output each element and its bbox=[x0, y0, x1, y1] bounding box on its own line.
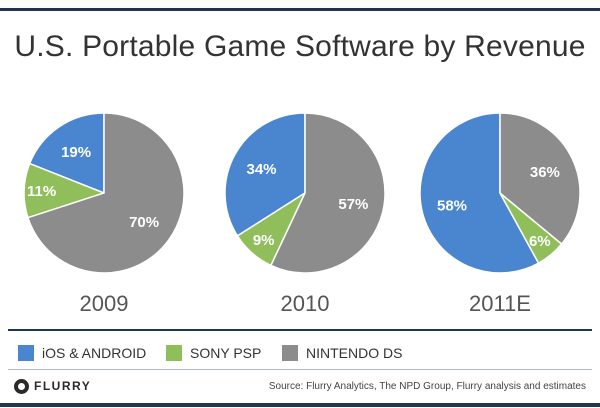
pie-charts: 19% 11% 70% 2009 34% 9% 57% 2010 58% 6% 36% 2011E bbox=[23, 112, 581, 316]
pie-value-label-2010-nintendo-ds: 57% bbox=[338, 196, 368, 213]
legend-divider bbox=[8, 329, 592, 331]
legend-item-sony-psp: SONY PSP bbox=[166, 345, 261, 361]
pie-value-label-2009-ios-android: 19% bbox=[61, 144, 91, 161]
bottom-bar bbox=[0, 403, 600, 407]
pie-slice-2011e-ios-android bbox=[419, 112, 540, 274]
legend-swatch-sony-psp bbox=[166, 345, 182, 361]
pie-value-label-2010-ios-android: 34% bbox=[246, 161, 276, 178]
source-note: Source: Flurry Analytics, The NPD Group,… bbox=[268, 381, 586, 392]
chart-title: U.S. Portable Game Software by Revenue bbox=[14, 30, 586, 63]
legend-swatch-ios-android bbox=[18, 345, 34, 361]
pie-year-label-2010: 2010 bbox=[281, 291, 330, 316]
flurry-logo-text: FLURRY bbox=[34, 379, 92, 393]
pie-year-label-2011e: 2011E bbox=[469, 291, 531, 316]
pie-value-label-2011e-nintendo-ds: 36% bbox=[530, 164, 560, 181]
flurry-logo: FLURRY bbox=[14, 378, 91, 394]
pie-year-label-2009: 2009 bbox=[80, 291, 129, 316]
pie-value-label-2011e-sony-psp: 6% bbox=[529, 233, 551, 250]
pie-slice-2011e-nintendo-ds bbox=[499, 112, 581, 246]
legend-label-nintendo-ds: NINTENDO DS bbox=[306, 345, 403, 361]
top-rule bbox=[0, 8, 600, 11]
flurry-logo-icon bbox=[14, 378, 29, 394]
pie-slice-2010-nintendo-ds bbox=[269, 112, 386, 274]
pie-slice-2009-ios-android bbox=[28, 112, 105, 195]
pie-value-label-2009-nintendo-ds: 70% bbox=[129, 214, 159, 231]
legend-item-nintendo-ds: NINTENDO DS bbox=[282, 345, 402, 361]
pie-value-label-2009-sony-psp: 11% bbox=[27, 183, 56, 200]
legend-label-sony-psp: SONY PSP bbox=[190, 345, 262, 361]
legend-item-ios-android: iOS & ANDROID bbox=[18, 345, 146, 361]
pie-value-label-2010-sony-psp: 9% bbox=[253, 232, 275, 249]
legend-label-ios-android: iOS & ANDROID bbox=[42, 345, 147, 361]
pie-slice-2009-nintendo-ds bbox=[26, 112, 185, 274]
legend-swatch-nintendo-ds bbox=[282, 345, 298, 361]
pie-value-label-2011e-ios-android: 58% bbox=[437, 197, 467, 214]
footer-divider bbox=[8, 369, 592, 370]
